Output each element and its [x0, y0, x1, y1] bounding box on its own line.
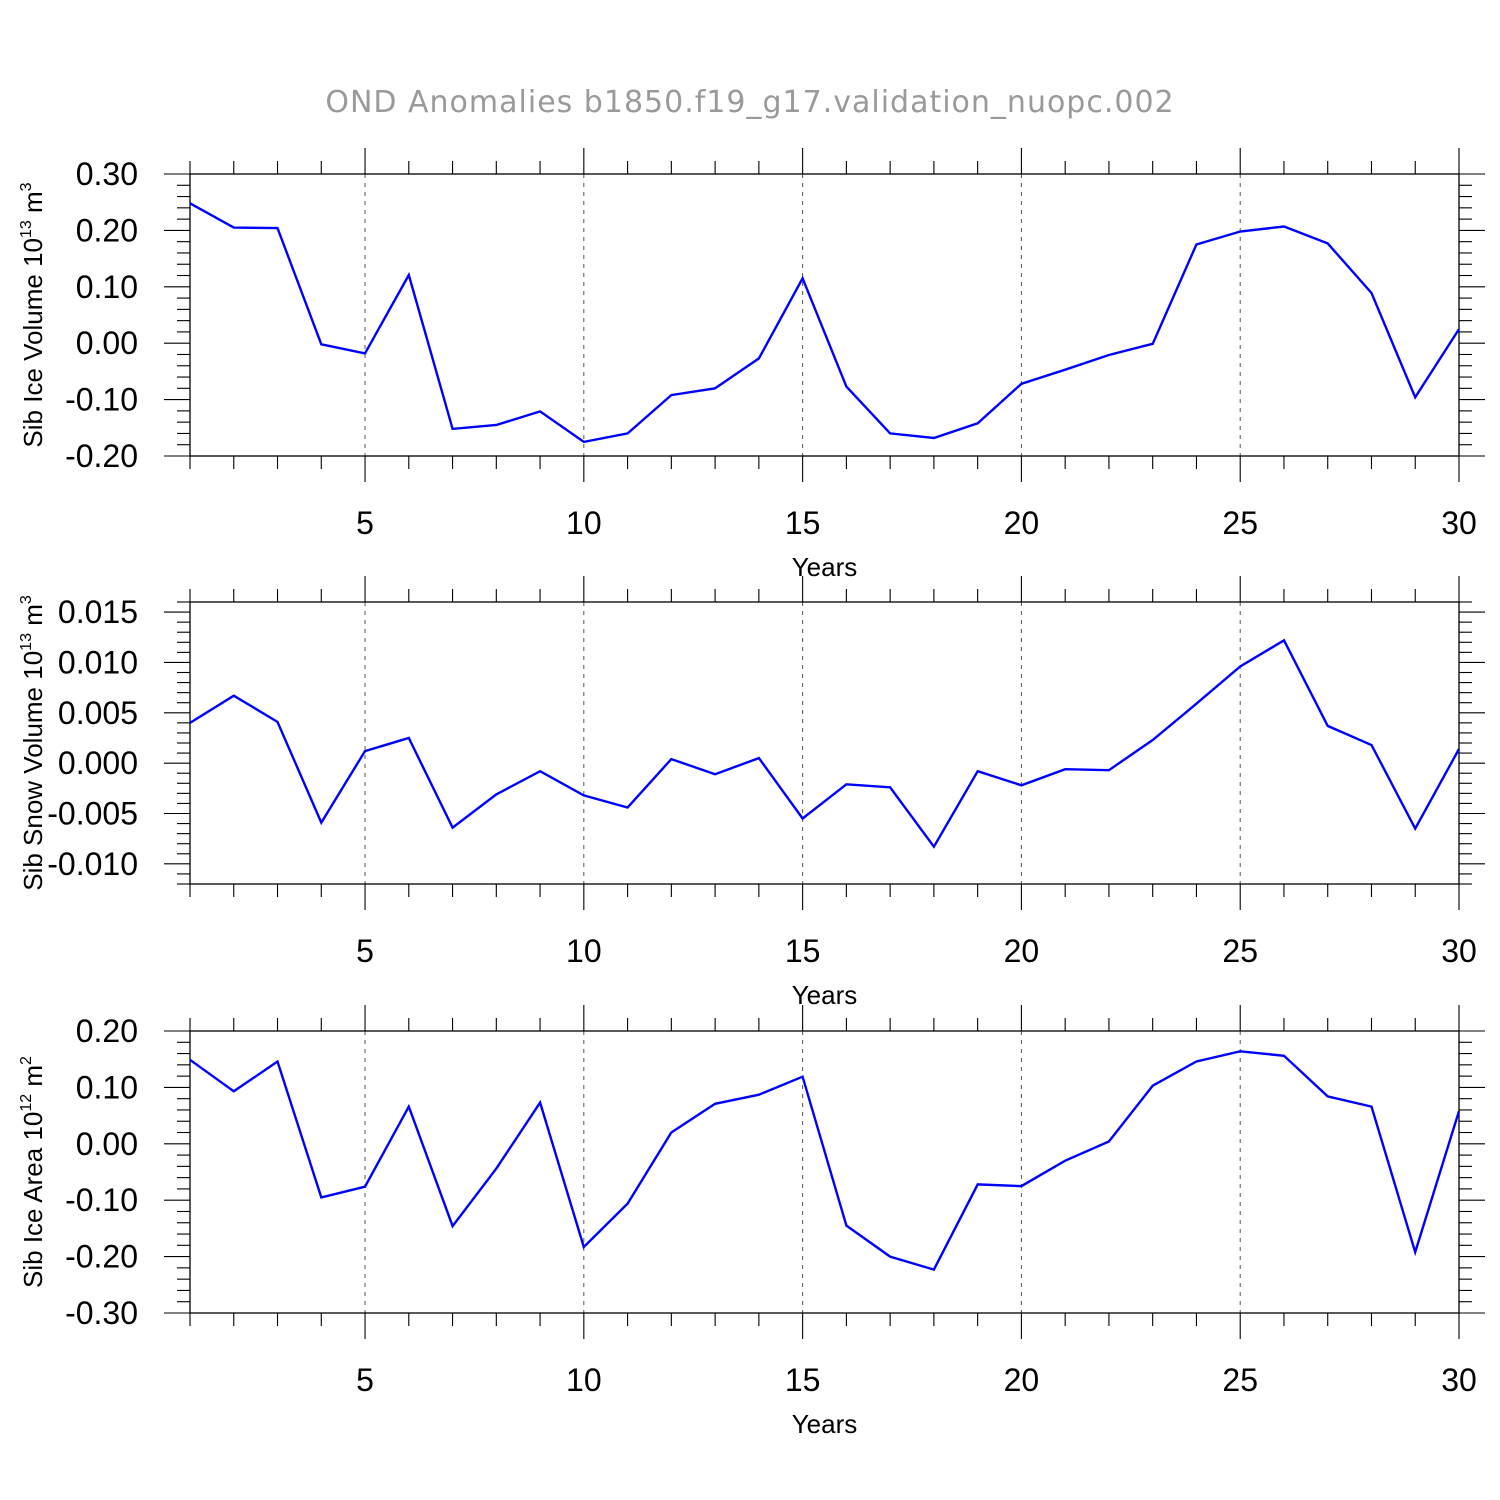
y-axis-label-unit-exponent: 2: [18, 1056, 35, 1065]
y-axis-label: Sib Ice Area 1012 m2: [18, 1056, 48, 1288]
x-tick-label: 20: [1004, 933, 1040, 969]
x-tick-label: 30: [1441, 1362, 1477, 1398]
y-axis-label: Sib Ice Volume 1013 m3: [18, 182, 48, 447]
x-tick-label: 25: [1222, 505, 1258, 541]
x-tick-label: 25: [1222, 1362, 1258, 1398]
x-tick-label: 20: [1004, 505, 1040, 541]
x-tick-label: 10: [566, 1362, 602, 1398]
x-tick-label: 5: [356, 505, 374, 541]
series-line: [189, 1050, 1461, 1272]
x-tick-label: 5: [356, 1362, 374, 1398]
y-axis-label-unit: m: [18, 191, 48, 220]
y-axis-label-unit: m: [18, 604, 48, 633]
y-tick-label: -0.010: [47, 846, 138, 882]
y-axis-label-text: Sib Ice Volume 10: [18, 238, 48, 448]
series-line: [189, 638, 1461, 849]
x-axis-label: Years: [792, 980, 858, 1010]
y-tick-label: -0.10: [65, 382, 138, 418]
chart-panel-3: 0.20 0.10 0.00 -0.10 -0.20 -0.30 5 10 15 20 25 30 Ye…: [18, 1005, 1485, 1439]
y-tick-label: -0.20: [65, 1239, 138, 1275]
y-axis-label-unit-exponent: 3: [18, 182, 35, 191]
x-tick-label: 15: [785, 1362, 821, 1398]
x-tick-label: 30: [1441, 505, 1477, 541]
y-tick-label: 0.20: [76, 1013, 138, 1049]
plot-frame: [189, 1030, 1460, 1314]
y-tick-label: 0.20: [76, 212, 138, 248]
x-tick-label: 15: [785, 933, 821, 969]
plot-frame: [189, 173, 1460, 457]
plot-frame: [189, 601, 1460, 885]
x-tick-label: 10: [566, 933, 602, 969]
y-axis-label: Sib Snow Volume 1013 m3: [18, 595, 48, 891]
y-tick-label: 0.000: [58, 745, 138, 781]
y-tick-label: 0.00: [76, 325, 138, 361]
y-axis-label-exponent: 13: [18, 220, 35, 238]
series-line: [189, 202, 1461, 444]
x-tick-label: 20: [1004, 1362, 1040, 1398]
y-tick-label: 0.30: [76, 156, 138, 192]
y-tick-label: -0.005: [47, 796, 138, 832]
y-tick-label: -0.10: [65, 1182, 138, 1218]
y-tick-label: 0.010: [58, 644, 138, 680]
x-axis-label: Years: [792, 1409, 858, 1439]
y-tick-label: 0.00: [76, 1126, 138, 1162]
x-tick-label: 15: [785, 505, 821, 541]
y-tick-label: -0.20: [65, 438, 138, 474]
y-tick-label: 0.005: [58, 695, 138, 731]
chart-panel-2: 0.015 0.010 0.005 0.000 -0.005 -0.010 5 10 15 20 2…: [18, 576, 1485, 1010]
y-tick-label: 0.10: [76, 1069, 138, 1105]
x-axis-label: Years: [792, 552, 858, 582]
y-axis-label-text: Sib Snow Volume 10: [18, 651, 48, 891]
y-axis-label-unit: m: [18, 1065, 48, 1094]
y-axis-label-text: Sib Ice Area 10: [18, 1112, 48, 1288]
y-axis-label-exponent: 12: [18, 1094, 35, 1112]
chart-title: OND Anomalies b1850.f19_g17.validation_n…: [325, 85, 1174, 120]
y-tick-label: 0.10: [76, 269, 138, 305]
x-tick-label: 25: [1222, 933, 1258, 969]
chart-panel-1: 0.30 0.20 0.10 0.00 -0.10 -0.20 5 10 15 20 25 30 Yea…: [18, 148, 1485, 582]
x-tick-label: 30: [1441, 933, 1477, 969]
x-tick-label: 5: [356, 933, 374, 969]
y-tick-label: -0.30: [65, 1295, 138, 1331]
y-tick-label: 0.015: [58, 594, 138, 630]
y-axis-label-exponent: 13: [18, 633, 35, 651]
y-axis-label-unit-exponent: 3: [18, 595, 35, 604]
x-tick-label: 10: [566, 505, 602, 541]
